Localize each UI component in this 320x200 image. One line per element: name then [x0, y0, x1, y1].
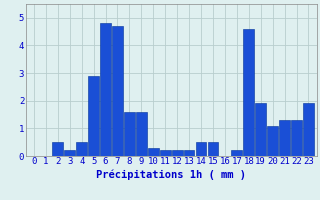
Bar [172, 150, 182, 156]
Bar [196, 142, 206, 156]
Bar [303, 103, 314, 156]
Bar [88, 76, 99, 156]
Bar [231, 150, 242, 156]
Bar [64, 150, 75, 156]
Bar [148, 148, 159, 156]
Bar [136, 112, 147, 156]
Bar [208, 142, 218, 156]
X-axis label: Précipitations 1h ( mm ): Précipitations 1h ( mm ) [96, 169, 246, 180]
Bar [160, 150, 171, 156]
Bar [100, 23, 111, 156]
Bar [52, 142, 63, 156]
Bar [279, 120, 290, 156]
Bar [112, 26, 123, 156]
Bar [244, 29, 254, 156]
Bar [124, 112, 135, 156]
Bar [184, 150, 195, 156]
Bar [76, 142, 87, 156]
Bar [267, 126, 278, 156]
Bar [291, 120, 302, 156]
Bar [255, 103, 266, 156]
